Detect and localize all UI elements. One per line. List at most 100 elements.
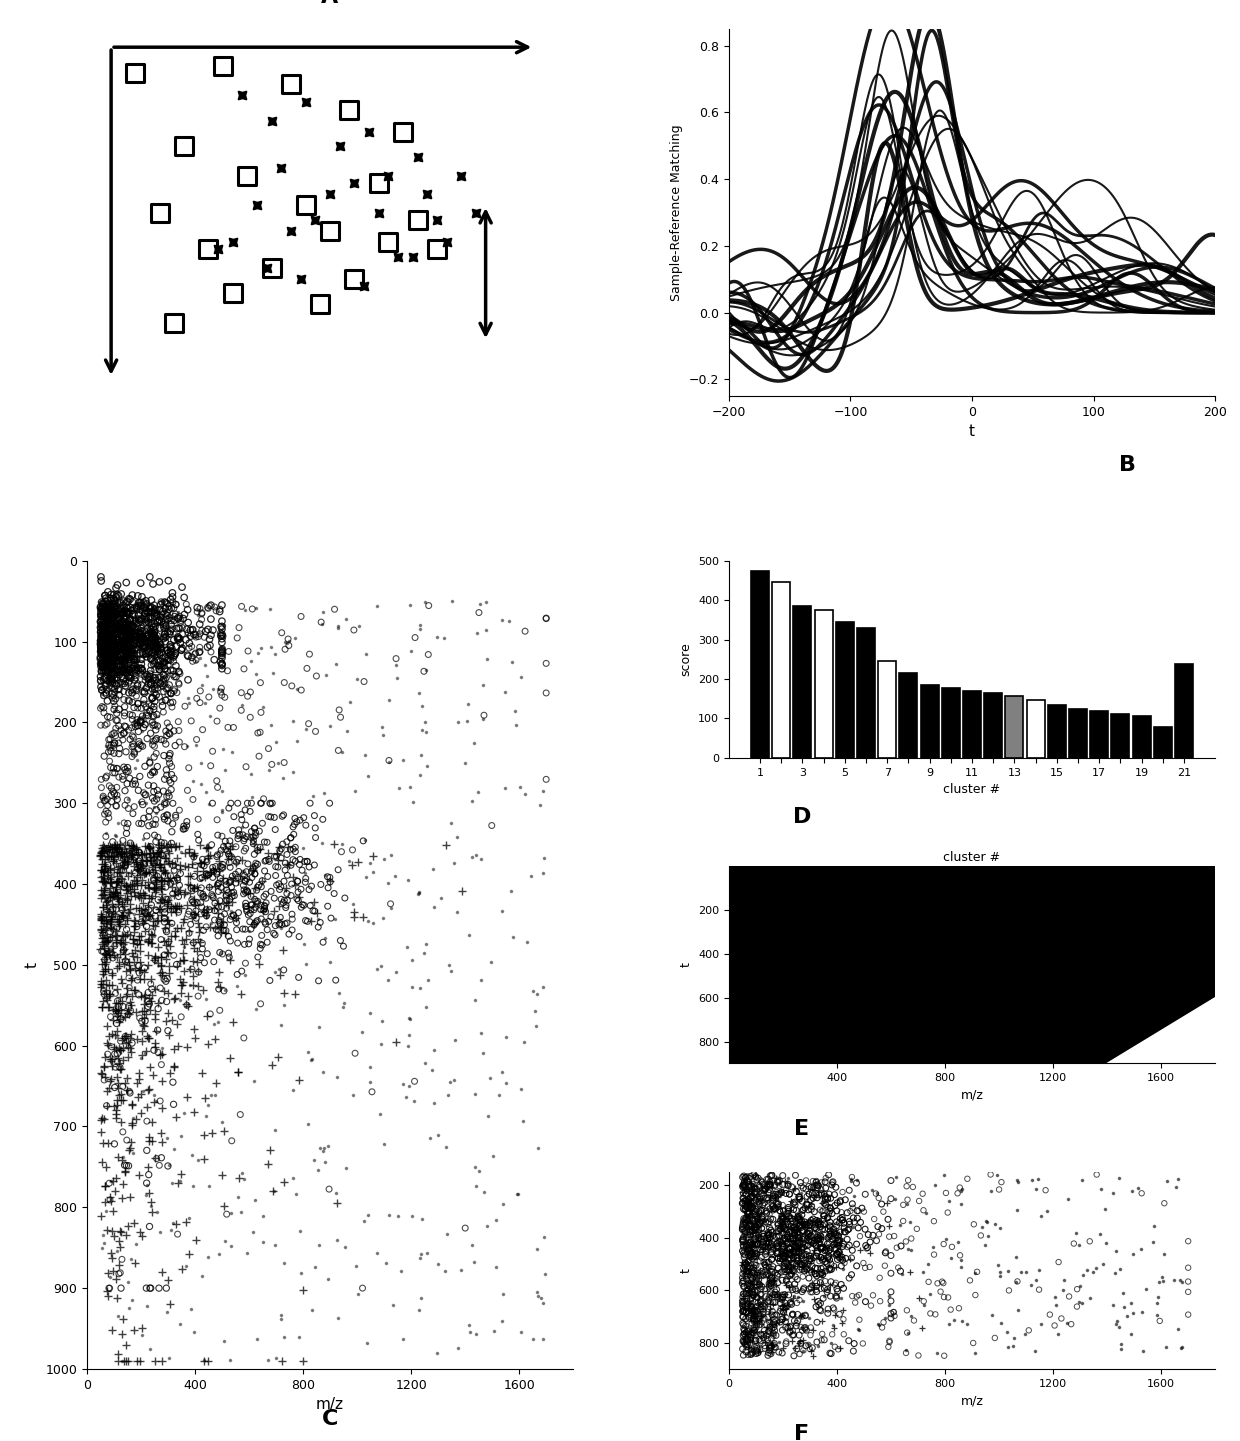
Point: [177, 624, 197, 647]
Point: [790, 1233, 810, 1257]
Point: [760, 1185, 780, 1208]
Point: [129, 602, 149, 625]
Point: [770, 1310, 790, 1333]
X-axis label: t: t: [968, 425, 975, 440]
Point: [745, 1163, 765, 1186]
Point: [827, 1192, 847, 1215]
Point: [104, 601, 124, 624]
Point: [237, 164, 257, 187]
Point: [745, 1213, 765, 1236]
Point: [733, 1192, 753, 1215]
Point: [744, 1254, 764, 1277]
Point: [130, 968, 150, 991]
Point: [790, 1231, 810, 1254]
Point: [124, 623, 144, 646]
Point: [737, 1169, 756, 1192]
Point: [100, 757, 120, 780]
Point: [145, 824, 165, 847]
Point: [93, 879, 113, 902]
Point: [750, 1298, 770, 1321]
Point: [1131, 1238, 1151, 1261]
Point: [117, 1154, 136, 1177]
Point: [123, 641, 143, 664]
Point: [157, 1154, 177, 1177]
Point: [791, 1236, 811, 1259]
Point: [122, 617, 141, 640]
Point: [790, 1187, 810, 1210]
Point: [733, 1306, 753, 1329]
Point: [901, 1304, 921, 1327]
Point: [92, 683, 112, 706]
Point: [804, 1344, 823, 1368]
Point: [151, 1130, 171, 1153]
Point: [95, 909, 115, 932]
Point: [124, 951, 144, 974]
Point: [197, 850, 217, 873]
Point: [872, 1218, 892, 1241]
Point: [792, 1190, 812, 1213]
Point: [268, 856, 288, 879]
Point: [104, 742, 124, 765]
Point: [195, 855, 215, 878]
Point: [241, 826, 260, 849]
Point: [105, 617, 125, 640]
Point: [260, 791, 280, 814]
Point: [131, 1101, 151, 1124]
Point: [120, 703, 140, 726]
Point: [156, 846, 176, 869]
Point: [131, 1010, 151, 1033]
Point: [109, 599, 129, 623]
Point: [131, 624, 151, 647]
Point: [153, 844, 172, 867]
Point: [109, 615, 129, 638]
Point: [813, 1199, 833, 1222]
Point: [756, 1285, 776, 1308]
Point: [777, 1251, 797, 1274]
Point: [253, 899, 273, 922]
Point: [325, 908, 345, 931]
Point: [146, 872, 166, 895]
Point: [118, 631, 138, 654]
Bar: [899, 673, 918, 758]
Point: [812, 1248, 832, 1271]
Point: [232, 699, 252, 722]
Point: [94, 650, 114, 673]
Point: [733, 1311, 753, 1334]
Point: [93, 860, 113, 883]
Point: [114, 625, 134, 648]
Point: [91, 1120, 110, 1143]
Point: [241, 882, 260, 905]
Point: [102, 667, 122, 690]
Point: [102, 646, 122, 669]
Point: [1073, 1169, 1092, 1192]
Point: [746, 1245, 766, 1268]
Point: [145, 977, 165, 1000]
Point: [120, 1026, 140, 1049]
Point: [112, 839, 131, 862]
Point: [207, 843, 227, 866]
Point: [797, 1239, 817, 1262]
Point: [219, 797, 239, 820]
Point: [124, 869, 144, 892]
Point: [112, 843, 131, 866]
Point: [754, 1209, 774, 1232]
Point: [156, 785, 176, 808]
Point: [109, 834, 129, 857]
Point: [827, 1223, 847, 1246]
Point: [110, 598, 130, 621]
Point: [112, 623, 131, 646]
Point: [129, 885, 149, 908]
Point: [744, 1271, 764, 1294]
Point: [115, 617, 135, 640]
Point: [145, 713, 165, 736]
Point: [114, 648, 134, 672]
Point: [150, 945, 170, 968]
Point: [775, 1282, 795, 1306]
Point: [811, 1246, 831, 1270]
Point: [95, 637, 115, 660]
Point: [412, 744, 432, 767]
Point: [102, 644, 122, 667]
Point: [208, 677, 228, 700]
Point: [348, 615, 368, 638]
Point: [751, 1202, 771, 1225]
